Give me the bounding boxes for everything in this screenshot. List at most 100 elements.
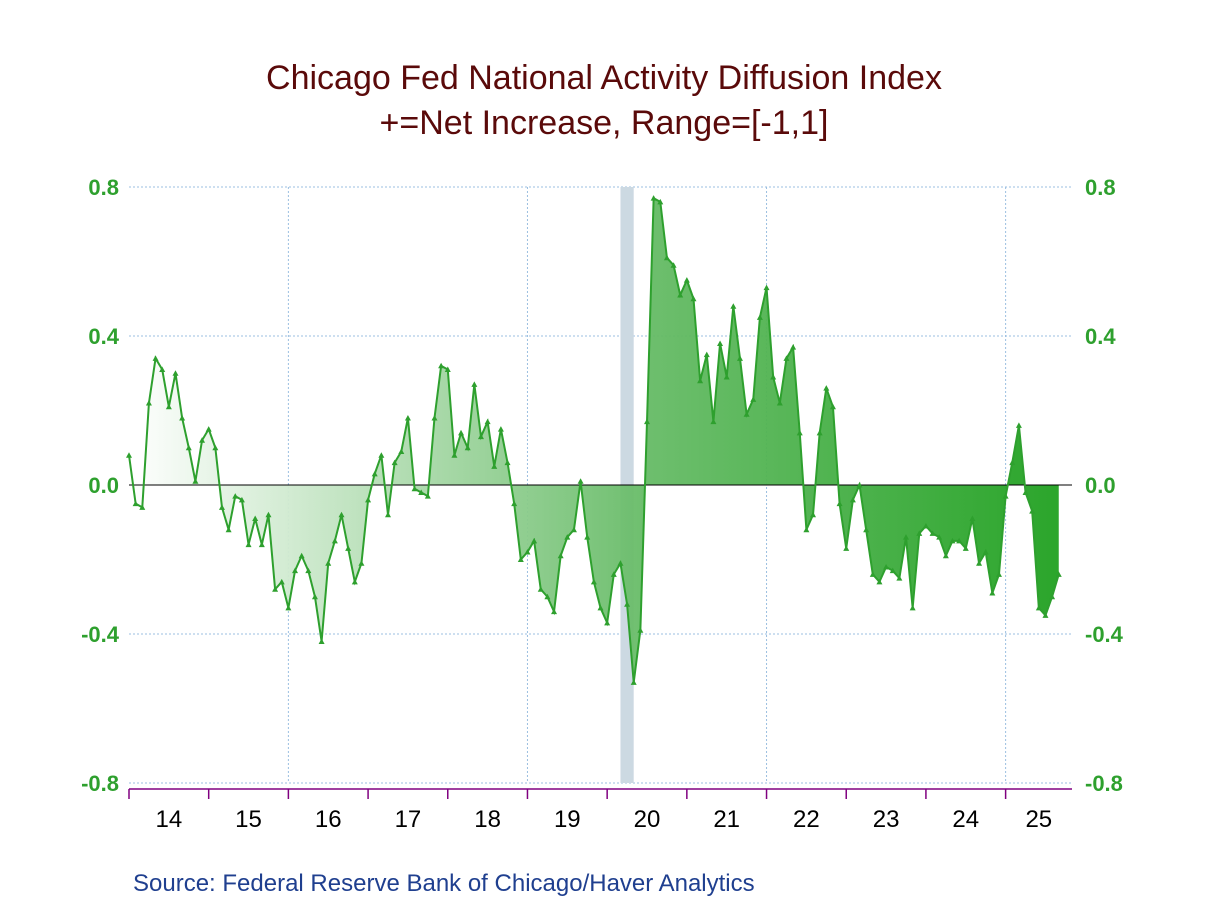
x-tick-label: 19 bbox=[554, 806, 581, 833]
data-point-25 bbox=[292, 567, 299, 574]
data-point-9 bbox=[185, 444, 192, 451]
data-point-95 bbox=[756, 314, 763, 320]
data-point-119 bbox=[916, 530, 923, 536]
data-point-131 bbox=[995, 571, 1002, 577]
data-point-33 bbox=[345, 545, 352, 551]
data-point-79 bbox=[650, 195, 657, 201]
x-tick-label: 14 bbox=[155, 806, 182, 833]
data-point-134 bbox=[1015, 422, 1022, 428]
data-point-31 bbox=[331, 537, 338, 544]
data-point-24 bbox=[285, 604, 292, 611]
data-point-19 bbox=[252, 515, 259, 522]
data-point-66 bbox=[564, 534, 571, 540]
data-point-52 bbox=[471, 381, 478, 387]
x-tick-label: 24 bbox=[952, 806, 979, 833]
source-note: Source: Federal Reserve Bank of Chicago/… bbox=[133, 870, 755, 897]
data-point-107 bbox=[836, 500, 843, 507]
data-point-51 bbox=[464, 444, 471, 451]
chart-subtitle: +=Net Increase, Range=[-1,1] bbox=[379, 104, 829, 142]
y-tick-label-right: -0.4 bbox=[1085, 622, 1124, 647]
data-point-61 bbox=[531, 537, 538, 544]
data-point-97 bbox=[770, 373, 777, 380]
data-point-57 bbox=[504, 459, 511, 466]
data-point-37 bbox=[371, 470, 378, 477]
data-point-72 bbox=[604, 619, 611, 626]
data-point-99 bbox=[783, 355, 790, 361]
y-tick-label-right: 0.4 bbox=[1085, 324, 1116, 349]
data-point-49 bbox=[451, 452, 458, 458]
data-point-128 bbox=[976, 560, 983, 566]
data-point-113 bbox=[876, 578, 883, 585]
data-point-81 bbox=[663, 254, 670, 261]
data-point-100 bbox=[790, 344, 797, 350]
area-path bbox=[129, 198, 1059, 683]
data-point-28 bbox=[311, 593, 318, 600]
data-point-26 bbox=[298, 552, 305, 559]
y-tick-label-right: -0.8 bbox=[1085, 771, 1123, 796]
data-point-94 bbox=[750, 396, 757, 402]
data-point-85 bbox=[690, 295, 697, 302]
data-point-67 bbox=[570, 526, 577, 533]
data-point-27 bbox=[305, 567, 312, 574]
data-point-42 bbox=[404, 414, 411, 421]
data-point-75 bbox=[624, 601, 631, 607]
data-point-15 bbox=[225, 526, 232, 533]
data-point-101 bbox=[796, 429, 803, 436]
data-point-137 bbox=[1035, 604, 1042, 611]
data-point-139 bbox=[1049, 593, 1056, 600]
data-point-5 bbox=[159, 366, 166, 373]
data-point-17 bbox=[238, 496, 245, 503]
series-markers bbox=[126, 195, 1062, 685]
y-tick-label-left: -0.8 bbox=[81, 771, 119, 796]
data-point-127 bbox=[969, 515, 976, 522]
data-point-108 bbox=[843, 545, 850, 551]
x-tick-label: 20 bbox=[634, 806, 661, 833]
data-point-2 bbox=[139, 504, 146, 510]
data-point-6 bbox=[165, 403, 172, 410]
data-point-38 bbox=[378, 452, 385, 458]
data-point-122 bbox=[936, 534, 943, 540]
data-point-65 bbox=[557, 552, 564, 559]
data-point-84 bbox=[683, 277, 690, 283]
data-point-58 bbox=[511, 500, 518, 507]
data-point-54 bbox=[484, 418, 491, 425]
data-point-80 bbox=[657, 198, 664, 205]
data-point-71 bbox=[597, 604, 604, 611]
data-point-63 bbox=[544, 593, 551, 600]
data-point-4 bbox=[152, 355, 159, 361]
data-point-124 bbox=[949, 537, 956, 544]
x-tick-label: 17 bbox=[395, 806, 422, 833]
data-point-56 bbox=[497, 426, 504, 432]
data-point-98 bbox=[776, 400, 783, 406]
data-point-47 bbox=[438, 362, 445, 369]
x-tick-label: 21 bbox=[713, 806, 740, 833]
data-point-0 bbox=[126, 452, 132, 458]
y-axis-right: 0.8 0.4 0.0 -0.4 -0.8 bbox=[1085, 175, 1124, 796]
y-axis-left: 0.8 0.4 0.0 -0.4 -0.8 bbox=[81, 175, 120, 796]
data-point-138 bbox=[1042, 612, 1049, 618]
data-point-77 bbox=[637, 627, 644, 633]
chart-title: Chicago Fed National Activity Diffusion … bbox=[266, 59, 942, 97]
x-axis bbox=[128, 788, 1072, 799]
data-point-16 bbox=[232, 493, 239, 499]
data-point-73 bbox=[610, 571, 617, 577]
data-point-126 bbox=[962, 545, 969, 551]
data-point-76 bbox=[630, 679, 637, 685]
data-point-121 bbox=[929, 530, 936, 536]
data-point-12 bbox=[205, 426, 212, 432]
data-point-59 bbox=[517, 556, 524, 562]
data-point-13 bbox=[212, 444, 219, 451]
data-point-91 bbox=[730, 303, 737, 309]
data-point-103 bbox=[810, 511, 817, 518]
data-point-35 bbox=[358, 560, 365, 566]
data-point-60 bbox=[524, 549, 531, 555]
data-point-117 bbox=[903, 534, 910, 540]
data-point-82 bbox=[670, 262, 677, 268]
data-point-130 bbox=[989, 590, 996, 596]
data-point-102 bbox=[803, 526, 810, 533]
data-point-90 bbox=[723, 373, 730, 380]
data-point-69 bbox=[584, 534, 591, 540]
data-point-96 bbox=[763, 284, 770, 291]
data-point-55 bbox=[491, 463, 498, 469]
data-point-1 bbox=[132, 500, 139, 507]
